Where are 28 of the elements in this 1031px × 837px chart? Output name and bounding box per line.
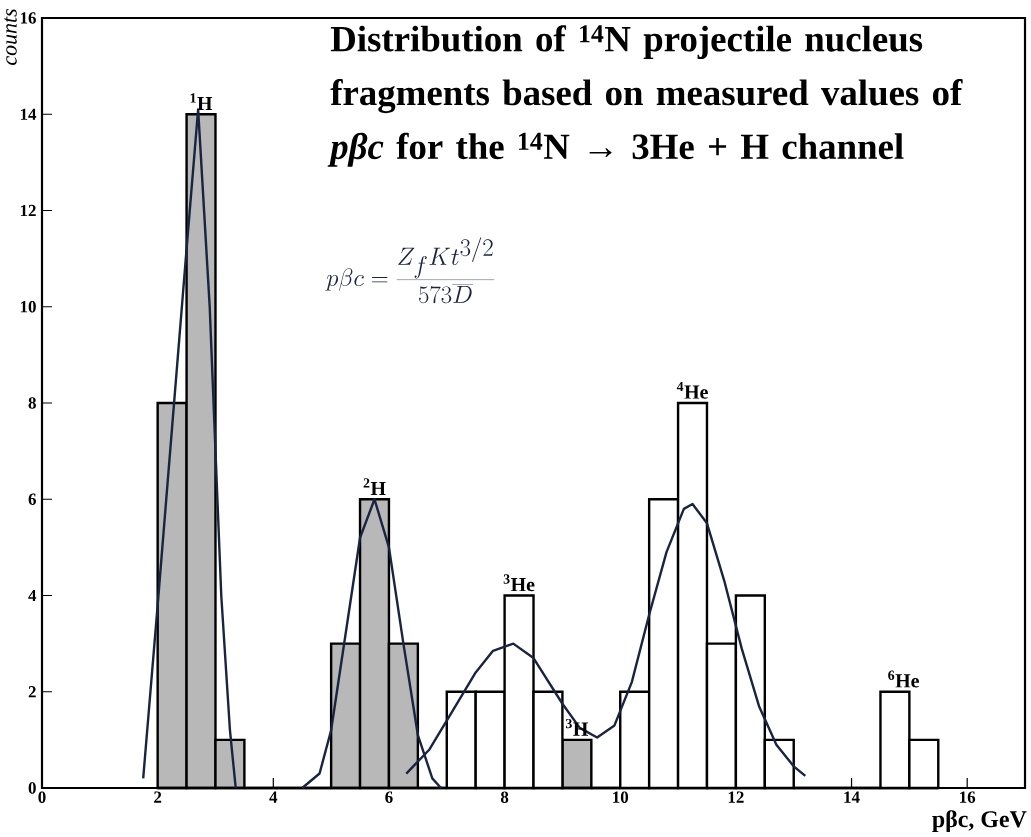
y-tick-label: 8 [28, 397, 36, 409]
annotation: $^{2}$H [363, 478, 386, 496]
y-axis-title: counts [4, 9, 17, 65]
y-tick-label: 4 [28, 589, 37, 602]
x-tick-label: 4 [269, 791, 278, 803]
line-series [142, 108, 237, 790]
x-tick-label: 10 [613, 791, 629, 803]
annotation: $^{3}$He [503, 574, 535, 592]
annotation: $^{4}$He [676, 381, 708, 399]
y-tick-label: 6 [28, 493, 36, 505]
y-tick-label: 0 [28, 782, 36, 794]
y-tick-label: 12 [20, 204, 36, 217]
annotation: $p\beta c = \frac{Z_{f} K t^{3/2}}{573\overline{D}}$ [325, 237, 495, 304]
y-tick-label: 14 [20, 108, 37, 120]
annotation: $^{6}$He [888, 670, 919, 688]
x-tick-label: 12 [728, 791, 744, 803]
x-tick-label: 2 [154, 791, 162, 803]
annotation: $^{1}$H [190, 93, 213, 111]
y-tick-label: 16 [20, 12, 36, 24]
x-tick-label: 14 [844, 791, 860, 803]
x-tick-label: 6 [385, 791, 393, 803]
text: Distribution of $^{14}$N projectile nucleus fragments based on measured values of pβc for the $^{14}$N → 3He + H channel [327, 25, 963, 167]
x-tick-label: 0 [38, 791, 46, 803]
x-tick-label: 8 [500, 791, 509, 803]
x-axis-title: pβc, GeV [932, 810, 1027, 833]
y-tick-label: 2 [28, 686, 36, 698]
x-tick-label: 16 [960, 791, 976, 803]
y-tick-label: 10 [20, 301, 36, 313]
